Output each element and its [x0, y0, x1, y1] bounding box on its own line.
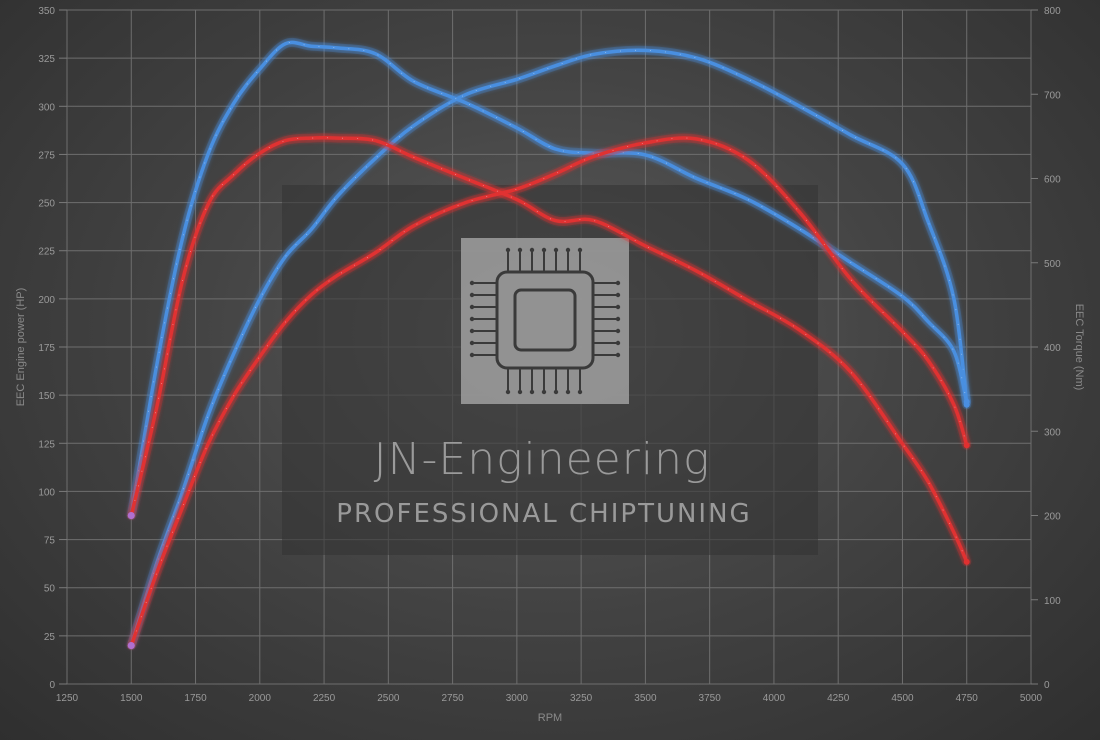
y-tick-label: 300	[38, 102, 55, 113]
x-tick-label: 2750	[441, 693, 464, 704]
y-tick-label: 100	[38, 487, 55, 498]
x-tick-label: 3500	[634, 693, 657, 704]
y-tick-label: 250	[38, 199, 55, 210]
y2-tick-label: 400	[1044, 343, 1061, 354]
series-stock-right	[126, 133, 972, 567]
y-tick-label: 125	[38, 439, 55, 450]
series-stock-left	[126, 133, 972, 650]
x-tick-label: 4500	[891, 693, 914, 704]
x-tick-label: 2250	[313, 693, 336, 704]
x-tick-label: 3000	[506, 693, 529, 704]
series-line	[129, 40, 969, 518]
y-axis-ticks: 0 25 50 75 100 125 150 175 200 225 250 275 300 325 350	[38, 6, 67, 691]
y-tick-label: 150	[38, 391, 55, 402]
y2-tick-label: 600	[1044, 175, 1061, 186]
y-tick-label: 275	[38, 150, 55, 161]
series-highlight	[130, 41, 968, 516]
x-tick-label: 1250	[56, 693, 79, 704]
y2-axis-ticks: 0 100 200 300 400 500 600 700 800	[1031, 6, 1061, 691]
watermark-title: JN-Engineering	[374, 434, 711, 485]
y-tick-label: 0	[49, 680, 55, 691]
chip-icon	[461, 238, 629, 404]
y2-tick-label: 700	[1044, 90, 1061, 101]
watermark: JN-Engineering PROFESSIONAL CHIPTUNING	[282, 185, 818, 555]
series-highlight	[130, 49, 968, 646]
x-axis-title: RPM	[538, 712, 562, 724]
x-tick-label: 2000	[249, 693, 272, 704]
x-tick-label: 1750	[184, 693, 207, 704]
x-tick-label: 3250	[570, 693, 593, 704]
x-tick-label: 4000	[763, 693, 786, 704]
x-axis-ticks: 1250 1500 1750 2000 2250 2500 2750 3000 3250 3500…	[56, 693, 1043, 704]
series-end-point	[963, 558, 970, 565]
y-tick-label: 50	[44, 584, 56, 595]
y-tick-label: 350	[38, 6, 55, 17]
y-tick-label: 200	[38, 295, 55, 306]
series-start-point	[127, 512, 135, 519]
y2-axis-title: EEC Torque (Nm)	[1073, 304, 1085, 391]
series-line	[129, 48, 969, 648]
y-tick-label: 25	[44, 632, 56, 643]
x-tick-label: 2500	[377, 693, 400, 704]
y2-tick-label: 100	[1044, 596, 1061, 607]
series-layer	[126, 37, 972, 650]
series-line	[129, 136, 969, 648]
x-tick-label: 3750	[699, 693, 722, 704]
y-tick-label: 175	[38, 343, 55, 354]
watermark-subtitle: PROFESSIONAL CHIPTUNING	[336, 499, 751, 529]
y-axis-title: EEC Engine power (HP)	[15, 288, 27, 407]
x-tick-label: 1500	[120, 693, 143, 704]
y2-tick-label: 0	[1044, 680, 1050, 691]
series-line	[129, 135, 969, 564]
series-end-point	[963, 442, 970, 449]
x-tick-label: 5000	[1020, 693, 1043, 704]
series-end-point	[963, 398, 970, 405]
series-start-point	[127, 641, 135, 649]
y-tick-label: 325	[38, 54, 55, 65]
y2-tick-label: 500	[1044, 259, 1061, 270]
y2-tick-label: 200	[1044, 512, 1061, 523]
x-tick-label: 4750	[956, 693, 979, 704]
y-tick-label: 225	[38, 247, 55, 258]
y2-tick-label: 300	[1044, 427, 1061, 438]
y-tick-label: 75	[44, 536, 56, 547]
x-tick-label: 4250	[827, 693, 850, 704]
y2-tick-label: 800	[1044, 6, 1061, 17]
